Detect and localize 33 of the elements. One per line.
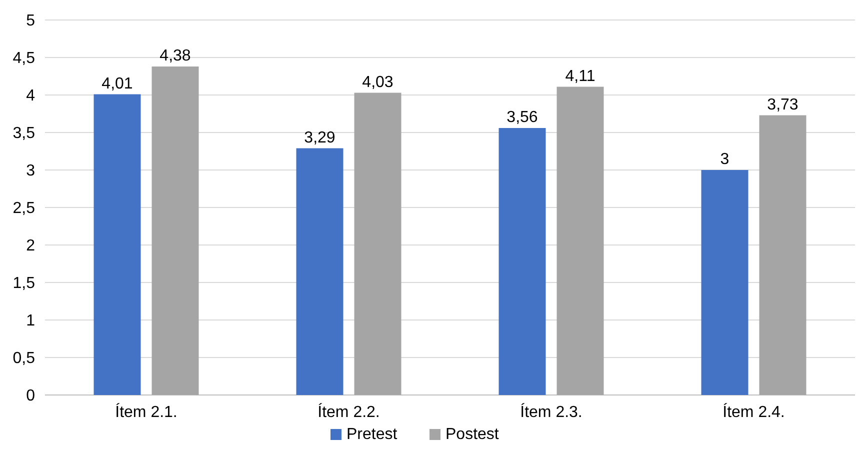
bar	[354, 92, 402, 395]
data-label: 4,01	[102, 75, 133, 92]
y-tick-label: 0,5	[12, 350, 36, 368]
bar	[152, 66, 199, 395]
y-tick-label: 2	[26, 238, 36, 255]
data-label: 3	[720, 151, 730, 168]
x-tick-label: Ítem 2.3.	[520, 403, 582, 421]
y-tick-label: 2,5	[12, 200, 36, 218]
y-tick-label: 1,5	[12, 275, 36, 292]
bar	[498, 128, 546, 395]
y-tick-label: 4	[26, 88, 36, 105]
bar	[701, 170, 748, 395]
x-tick-label: Ítem 2.4.	[722, 403, 785, 421]
y-tick-label: 5	[26, 12, 36, 30]
bar	[556, 86, 604, 395]
legend-label: Pretest	[346, 426, 398, 443]
bar	[296, 148, 344, 395]
bar	[759, 115, 806, 395]
y-tick-label: 3	[26, 162, 36, 180]
data-label: 3,29	[304, 129, 336, 146]
data-label: 3,73	[767, 96, 798, 114]
data-label: 4,38	[160, 48, 191, 64]
x-tick-label: Ítem 2.1.	[115, 403, 178, 421]
y-tick-label: 4,5	[12, 50, 36, 68]
data-label: 4,03	[362, 74, 394, 91]
y-tick-label: 0	[26, 388, 36, 405]
x-tick-label: Ítem 2.2.	[318, 403, 380, 421]
data-label: 4,11	[565, 68, 596, 85]
bar	[94, 94, 141, 395]
y-tick-label: 1	[26, 312, 36, 330]
y-tick-label: 3,5	[12, 125, 36, 142]
legend-label: Postest	[446, 426, 500, 443]
data-label: 3,56	[506, 109, 538, 126]
